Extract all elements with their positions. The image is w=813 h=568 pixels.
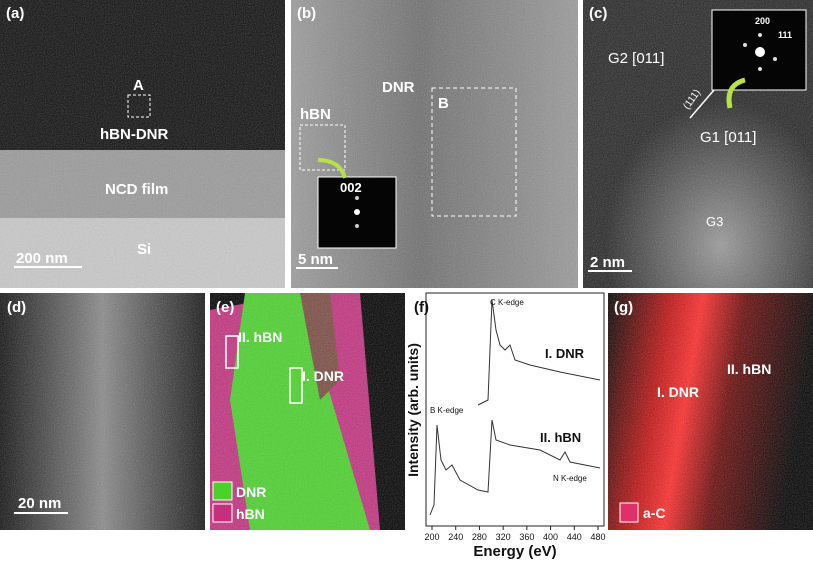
panel-label: (e): [216, 299, 234, 316]
panel-f: (f) C K-edge I. DNR B K-edge II. hBN N K…: [405, 292, 606, 560]
tick-label: 320: [496, 532, 511, 542]
grain-label: G1 [011]: [700, 129, 756, 146]
tick-label: 240: [448, 532, 463, 542]
panel-label: (g): [614, 299, 633, 316]
arrow: [317, 158, 347, 179]
tick-label: 400: [543, 532, 558, 542]
panel-label: (d): [7, 299, 26, 316]
scale-label: 5 nm: [298, 251, 333, 268]
tick-label: 200: [424, 532, 439, 542]
panel-a: (a) A hBN-DNR NCD film Si 200 nm: [0, 0, 285, 288]
edge-label: B K-edge: [430, 406, 464, 415]
region-label: II. hBN: [238, 329, 282, 345]
inset-label: 002: [340, 180, 362, 195]
plot-frame: [425, 292, 605, 527]
y-axis-label: Intensity (arb. units): [405, 343, 421, 477]
tick-label: 360: [519, 532, 534, 542]
panel-label: (c): [589, 5, 607, 22]
region-label: A: [133, 77, 144, 94]
spectrum-curve: [429, 419, 601, 516]
scale-bar: [296, 267, 338, 269]
panel-c: (c) G2 [011] G1 [011] G3 (111) 200 111 2…: [583, 0, 813, 288]
inset-label: 200: [755, 16, 770, 26]
arrow: [726, 77, 746, 109]
panel-label: (b): [297, 5, 316, 22]
tick-label: 280: [472, 532, 487, 542]
region-label: I. DNR: [657, 384, 699, 400]
region-box: [127, 94, 151, 118]
panel-d: (d) 20 nm: [0, 293, 205, 530]
panel-label: (a): [6, 5, 24, 22]
edge-label: C K-edge: [490, 298, 524, 307]
scale-bar: [14, 266, 82, 268]
region-label: hBN: [300, 106, 331, 123]
scale-label: 20 nm: [18, 495, 61, 512]
scale-bar: [588, 270, 632, 272]
edge-label: N K-edge: [553, 474, 587, 483]
scale-label: 200 nm: [16, 250, 68, 267]
panel-b: (b) hBN DNR B 002 5 nm: [291, 0, 578, 288]
x-axis-label: Energy (eV): [473, 543, 556, 560]
panel-label: (f): [414, 299, 429, 316]
legend-label: DNR: [236, 484, 266, 500]
inset-label: 111: [778, 30, 792, 40]
legend-swatch: [619, 502, 639, 523]
legend-label: a-C: [643, 505, 666, 521]
panel-e: (e) II. hBN I. DNR DNR hBN: [210, 293, 405, 530]
curve-label: I. DNR: [545, 346, 585, 361]
region-box: [225, 335, 239, 369]
x-ticks: 200 240 280 320 360 400 440 480: [424, 526, 606, 542]
plane-line: [689, 89, 715, 119]
layer-label: hBN-DNR: [100, 126, 168, 143]
layer-label: NCD film: [105, 181, 168, 198]
region-label: B: [438, 95, 449, 112]
legend-swatch: [212, 481, 233, 501]
legend-swatch: [212, 503, 233, 523]
legend-label: hBN: [236, 506, 265, 522]
tick-label: 440: [567, 532, 582, 542]
region-box: [289, 367, 303, 404]
spectrum-curve: [477, 299, 601, 406]
region-label: I. DNR: [302, 368, 344, 384]
region-box: [431, 87, 517, 217]
region-box: [299, 124, 346, 171]
scale-label: 2 nm: [590, 254, 625, 271]
tick-label: 480: [590, 532, 605, 542]
layer-label: Si: [137, 241, 151, 258]
region-label: II. hBN: [727, 361, 771, 377]
curve-label: II. hBN: [540, 430, 581, 445]
scale-bar: [14, 512, 68, 514]
grain-label: G2 [011]: [608, 50, 664, 67]
panel-g: (g) I. DNR II. hBN a-C: [608, 293, 813, 530]
grain-label: G3: [706, 214, 723, 229]
region-label: DNR: [382, 79, 415, 96]
